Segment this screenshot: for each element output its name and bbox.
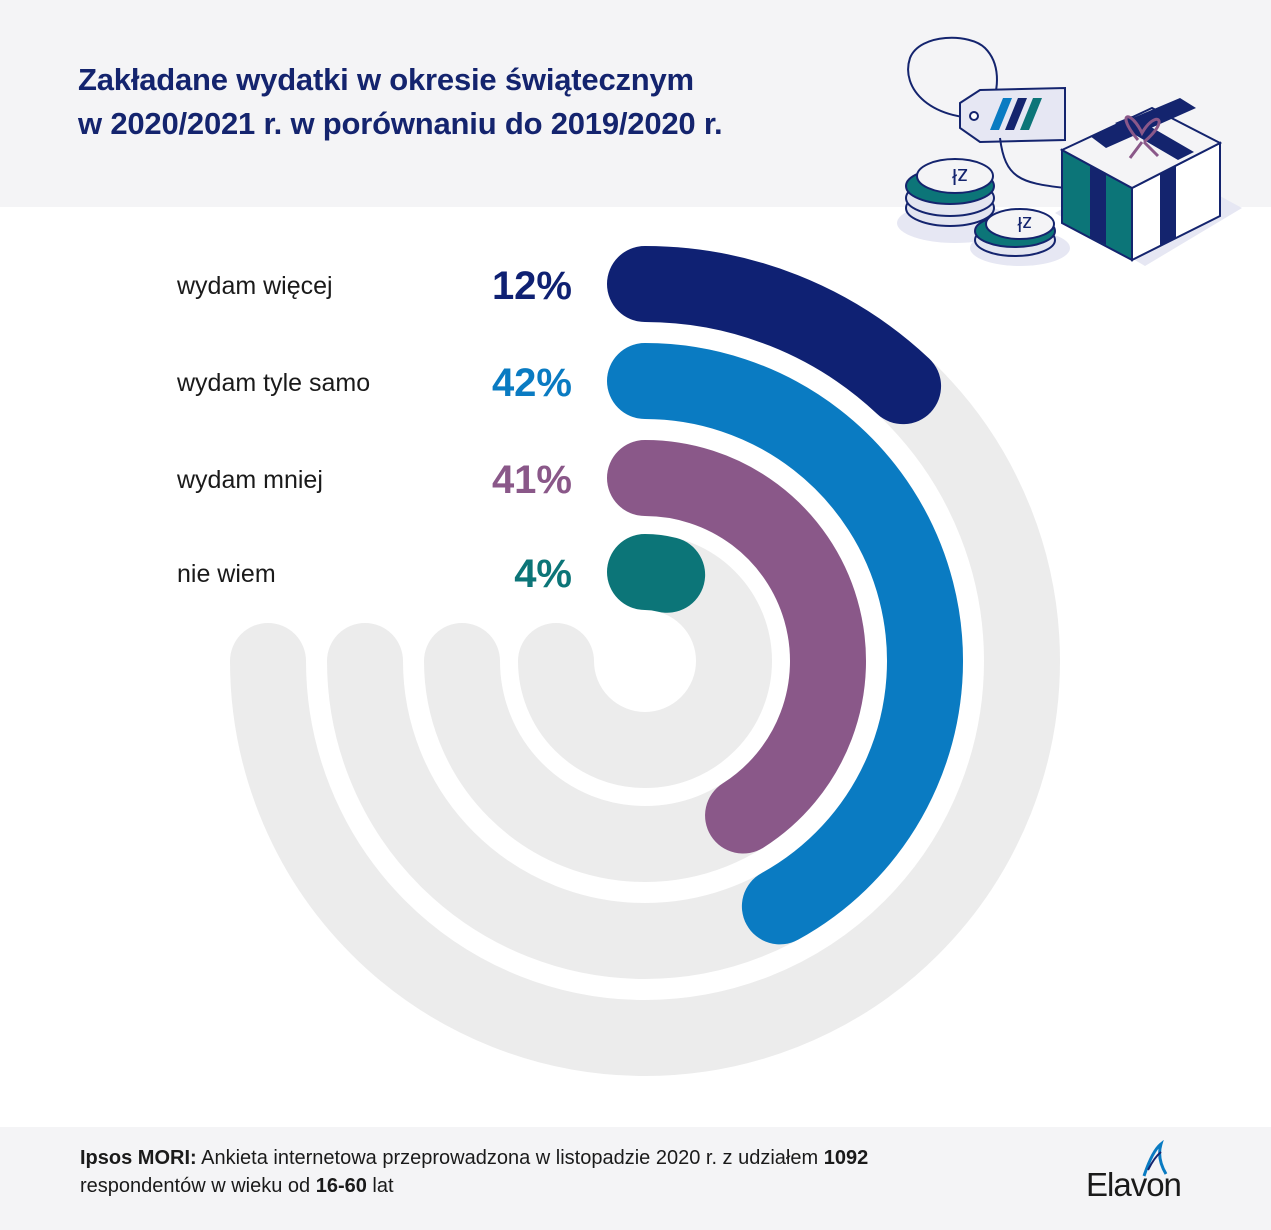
price-tag-icon bbox=[907, 36, 1066, 189]
value-label-wydam-więcej: 12% bbox=[492, 264, 572, 308]
svg-text:zł: zł bbox=[952, 164, 968, 189]
logo-swoosh-icon bbox=[1142, 1140, 1168, 1177]
source-text-2: respondentów w wieku od bbox=[80, 1175, 311, 1197]
logo-text: Elavon bbox=[1086, 1166, 1182, 1203]
respondent-count: 1092 bbox=[823, 1147, 869, 1169]
coin-stack-icon: zł zł bbox=[897, 158, 1070, 266]
bar-wydam-mniej bbox=[607, 440, 866, 854]
footer-band bbox=[0, 1127, 1271, 1230]
bar-wydam-tyle-samo bbox=[607, 343, 963, 945]
category-label-wydam-mniej: wydam mniej bbox=[176, 466, 323, 494]
value-label-wydam-tyle-samo: 42% bbox=[492, 361, 572, 405]
source-name: Ipsos MORI: bbox=[80, 1147, 197, 1169]
category-label-wydam-więcej: wydam więcej bbox=[176, 272, 333, 300]
value-label-wydam-mniej: 41% bbox=[492, 458, 572, 502]
page-title: Zakładane wydatki w okresie świątecznym … bbox=[78, 58, 723, 146]
source-text-1: Ankieta internetowa przeprowadzona w lis… bbox=[201, 1147, 819, 1169]
source-note: Ipsos MORI: Ankieta internetowa przeprow… bbox=[80, 1144, 1040, 1200]
category-label-wydam-tyle-samo: wydam tyle samo bbox=[176, 369, 370, 397]
title-line-1: Zakładane wydatki w okresie świątecznym bbox=[78, 62, 694, 97]
track-nie-wiem bbox=[518, 534, 772, 788]
value-label-nie-wiem: 4% bbox=[514, 552, 572, 596]
age-range: 16-60 bbox=[315, 1175, 367, 1197]
title-line-2: w 2020/2021 r. w porównaniu do 2019/2020… bbox=[78, 106, 723, 141]
svg-text:zł: zł bbox=[1017, 212, 1032, 234]
bar-wydam-więcej bbox=[607, 246, 942, 425]
elavon-logo: Elavon bbox=[1086, 1140, 1206, 1210]
gift-box-icon bbox=[1055, 98, 1242, 266]
holiday-illustration: zł zł bbox=[897, 36, 1242, 266]
category-label-nie-wiem: nie wiem bbox=[177, 560, 276, 588]
source-text-3: lat bbox=[372, 1175, 394, 1197]
bar-nie-wiem bbox=[607, 534, 706, 613]
